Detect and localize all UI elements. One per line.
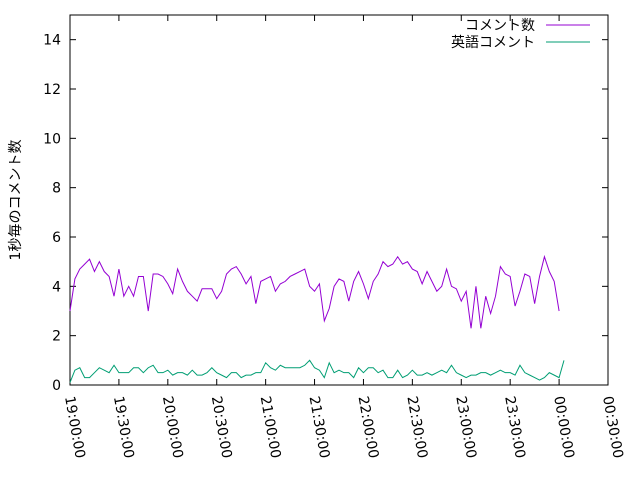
legend-label-1: コメント数 xyxy=(465,18,535,34)
x-tick-label: 00:00:00 xyxy=(550,395,577,460)
y-axis-label: 1秒毎のコメント数 xyxy=(8,140,24,261)
y-tick-label: 4 xyxy=(52,279,61,295)
y-tick-label: 14 xyxy=(43,33,61,49)
series-line-2 xyxy=(69,359,565,383)
ylabel-group: 1秒毎のコメント数 xyxy=(8,140,24,261)
x-tick-label: 23:00:00 xyxy=(452,395,479,460)
x-tick-label: 20:00:00 xyxy=(159,395,186,460)
y-tick-label: 8 xyxy=(52,181,61,197)
y-tick-label: 6 xyxy=(52,230,61,246)
x-tick-label: 22:30:00 xyxy=(403,395,430,460)
x-tick-label: 20:30:00 xyxy=(208,395,235,460)
x-tick-label: 21:00:00 xyxy=(257,395,284,460)
x-tick-label: 19:30:00 xyxy=(110,395,137,460)
x-tick-label: 00:30:00 xyxy=(599,395,626,460)
legend-label-2: 英語コメント xyxy=(451,34,535,51)
y-tick-label: 0 xyxy=(52,378,61,394)
plot-border xyxy=(69,14,609,386)
y-tick-label: 12 xyxy=(43,82,61,98)
y-tick-label: 2 xyxy=(52,329,61,345)
x-tick-label: 19:00:00 xyxy=(61,395,88,460)
x-tick-label: 22:00:00 xyxy=(355,395,382,460)
series-line-1 xyxy=(69,254,560,329)
x-tick-label: 21:30:00 xyxy=(306,395,333,460)
y-tick-label: 10 xyxy=(43,131,61,147)
x-tick-label: 23:30:00 xyxy=(501,395,528,460)
plot-area: 0 2 4 6 8 10 12 14 19:00:00 19:30:00 20:00:00 20:30… xyxy=(43,14,626,460)
